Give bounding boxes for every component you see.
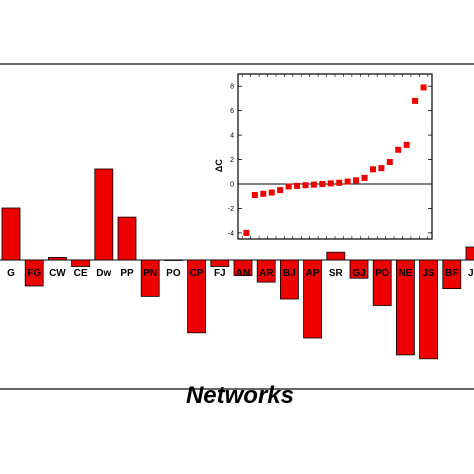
category-label-ce: CE bbox=[74, 268, 88, 279]
inset-y-tick-label: 4 bbox=[230, 133, 234, 140]
bar-fg bbox=[24, 259, 44, 287]
inset-point bbox=[251, 192, 258, 198]
category-label-bj: BJ bbox=[283, 268, 296, 279]
category-label-bf: BF bbox=[445, 268, 458, 279]
inset-y-axis-title: ΔC bbox=[214, 159, 224, 172]
bar-g bbox=[1, 207, 21, 261]
category-label-ar: AR bbox=[259, 268, 274, 279]
bar-js bbox=[419, 259, 439, 360]
category-label-fg: FG bbox=[27, 268, 41, 279]
inset-point bbox=[260, 190, 267, 197]
bar-cp bbox=[187, 259, 207, 334]
bar-ne bbox=[395, 259, 415, 356]
inset-point bbox=[369, 166, 376, 173]
inset-point bbox=[243, 229, 250, 236]
inset-y-tick-label: -2 bbox=[228, 206, 234, 213]
bar-an bbox=[233, 259, 253, 277]
inset-y-tick-label: 8 bbox=[230, 84, 234, 91]
inset-point bbox=[327, 180, 334, 187]
inset-y-tick-label: 6 bbox=[230, 108, 234, 115]
inset-point bbox=[361, 174, 368, 181]
inset-point bbox=[268, 189, 275, 196]
bar-ap bbox=[303, 259, 323, 339]
category-label-js: JS bbox=[422, 268, 435, 279]
bar-ce bbox=[71, 259, 90, 267]
bar-sr bbox=[326, 251, 346, 261]
category-label-gj: GJ bbox=[352, 268, 365, 279]
category-label-pd: PD bbox=[375, 268, 389, 279]
bar-fj bbox=[210, 259, 230, 267]
category-label-ap: AP bbox=[306, 268, 320, 279]
inset-point bbox=[420, 84, 427, 91]
inset-point bbox=[353, 177, 360, 184]
category-label-ne: NE bbox=[398, 268, 412, 279]
main-plot-frame bbox=[0, 63, 474, 390]
inset-point bbox=[378, 165, 385, 172]
category-label-fj: FJ bbox=[214, 268, 226, 279]
inset-point bbox=[294, 182, 301, 189]
inset-point bbox=[285, 183, 292, 190]
x-axis-title: Networks bbox=[186, 382, 294, 409]
bar-cw bbox=[48, 256, 67, 261]
bar-gj bbox=[349, 259, 369, 279]
inset-point bbox=[395, 146, 402, 153]
inset-point bbox=[344, 178, 351, 185]
inset-point bbox=[310, 181, 317, 188]
category-label-po: PO bbox=[166, 268, 181, 279]
inset-y-tick-label: 2 bbox=[230, 157, 234, 164]
inset-point bbox=[336, 179, 343, 186]
bar-po bbox=[163, 259, 183, 261]
inset-point bbox=[412, 97, 419, 104]
category-label-pn: PN bbox=[143, 268, 157, 279]
bar-pd bbox=[372, 259, 392, 306]
inset-point bbox=[386, 159, 393, 165]
inset-plot-background bbox=[237, 73, 433, 240]
bar-dw bbox=[94, 168, 114, 261]
bar-bj bbox=[279, 259, 299, 300]
inset-point bbox=[319, 181, 326, 187]
bar-pp bbox=[117, 216, 137, 261]
category-label-jm: JM bbox=[468, 268, 474, 279]
bar-pn bbox=[140, 259, 160, 297]
inset-point bbox=[277, 187, 284, 194]
category-label-cw: CW bbox=[49, 268, 66, 279]
category-label-g: G bbox=[7, 268, 15, 279]
bar-ar bbox=[256, 259, 276, 283]
bar-bf bbox=[442, 259, 462, 290]
category-label-cp: CP bbox=[190, 268, 204, 279]
category-label-an: AN bbox=[236, 268, 250, 279]
category-label-dw: Dw bbox=[96, 268, 111, 279]
inset-y-tick-label: 0 bbox=[230, 182, 234, 189]
category-label-sr: SR bbox=[329, 268, 344, 279]
inset-y-tick-label: -4 bbox=[228, 230, 234, 237]
inset-point bbox=[302, 182, 309, 189]
bar-jm bbox=[465, 246, 474, 261]
category-label-pp: PP bbox=[120, 268, 134, 279]
inset-point bbox=[403, 141, 410, 148]
